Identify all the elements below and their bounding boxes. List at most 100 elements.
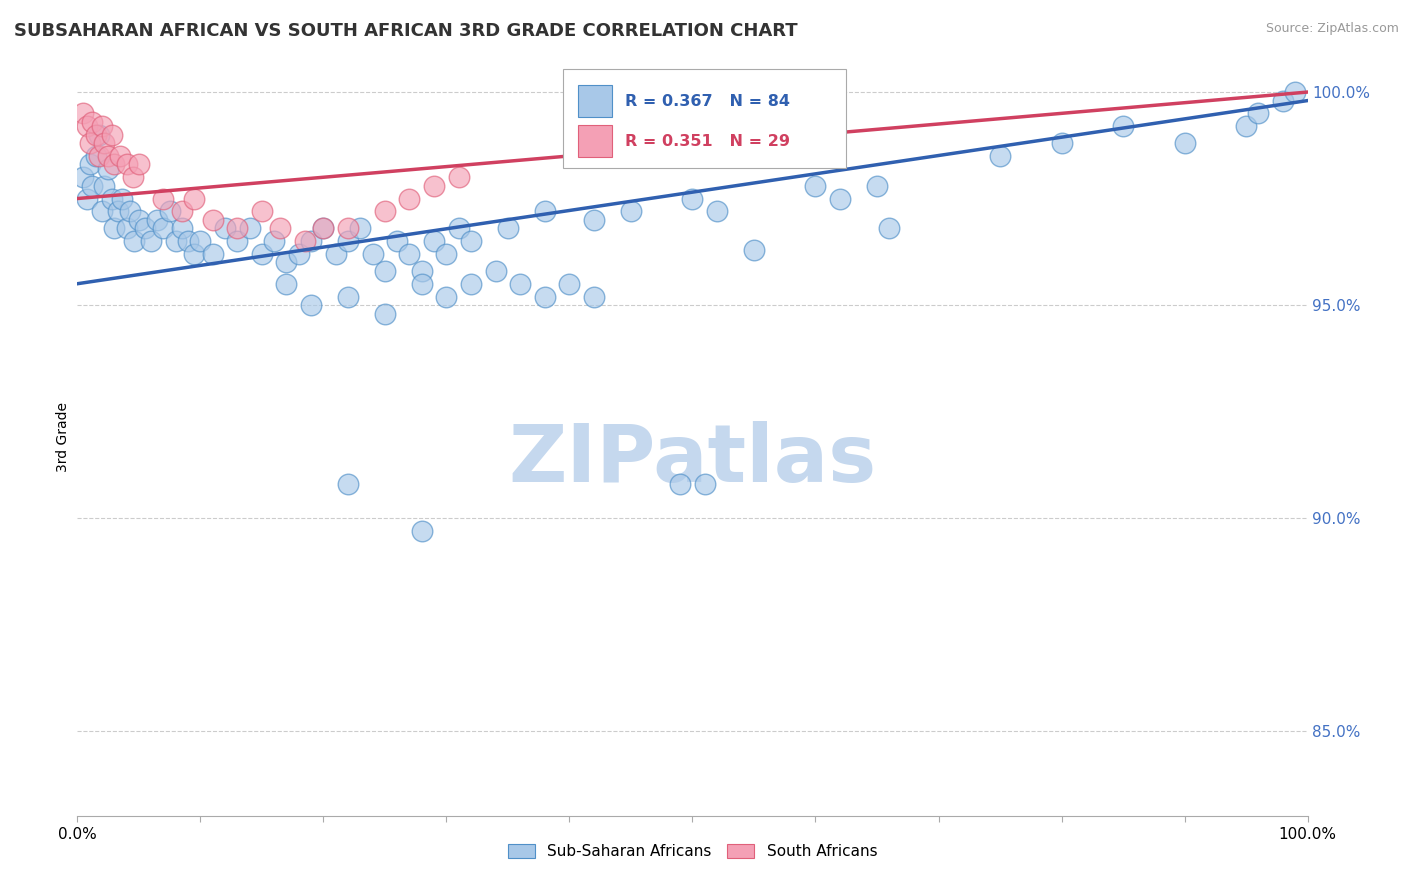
Point: [534, 204, 557, 219]
Point: [299, 234, 322, 248]
Point: [82, 115, 104, 129]
Point: [312, 221, 335, 235]
Point: [152, 221, 174, 235]
Text: R = 0.367   N = 84: R = 0.367 N = 84: [624, 94, 790, 109]
Point: [115, 157, 138, 171]
Point: [93, 136, 115, 151]
Text: Source: ZipAtlas.com: Source: ZipAtlas.com: [1265, 22, 1399, 36]
Point: [269, 221, 291, 235]
Point: [447, 170, 470, 185]
Y-axis label: 3rd Grade: 3rd Grade: [56, 402, 70, 472]
Point: [398, 192, 420, 206]
Point: [250, 247, 273, 261]
Point: [76, 192, 98, 206]
Point: [583, 212, 606, 227]
Point: [183, 192, 205, 206]
Point: [325, 247, 347, 261]
Point: [79, 157, 101, 171]
Point: [337, 234, 360, 248]
Point: [250, 204, 273, 219]
Point: [436, 247, 458, 261]
Point: [693, 477, 716, 491]
Point: [97, 149, 120, 163]
Point: [288, 247, 311, 261]
Point: [583, 289, 606, 303]
Point: [398, 247, 420, 261]
Point: [89, 128, 111, 142]
Point: [170, 221, 193, 235]
Point: [101, 128, 124, 142]
Point: [134, 221, 156, 235]
Point: [128, 157, 150, 171]
Point: [411, 277, 433, 291]
Legend: Sub-Saharan Africans, South Africans: Sub-Saharan Africans, South Africans: [502, 838, 883, 865]
Point: [706, 204, 728, 219]
Point: [146, 212, 169, 227]
Point: [115, 221, 138, 235]
Point: [669, 477, 692, 491]
Point: [620, 204, 643, 219]
Point: [496, 221, 519, 235]
Point: [188, 234, 212, 248]
Point: [385, 234, 409, 248]
Point: [201, 212, 224, 227]
Point: [460, 277, 482, 291]
Point: [682, 192, 704, 206]
Point: [226, 221, 249, 235]
Point: [1234, 119, 1257, 133]
Point: [103, 157, 125, 171]
Point: [411, 264, 433, 278]
Point: [534, 289, 557, 303]
Point: [111, 192, 132, 206]
Point: [89, 149, 111, 163]
Point: [312, 221, 335, 235]
Point: [558, 277, 581, 291]
Point: [460, 234, 482, 248]
Point: [337, 221, 360, 235]
Point: [110, 149, 132, 163]
Point: [263, 234, 285, 248]
Point: [97, 161, 120, 176]
Point: [201, 247, 224, 261]
Point: [76, 119, 98, 133]
Point: [1284, 85, 1306, 99]
Point: [239, 221, 262, 235]
Point: [93, 178, 115, 193]
Point: [485, 264, 508, 278]
Point: [170, 204, 193, 219]
Point: [294, 234, 316, 248]
Point: [1247, 106, 1270, 120]
Point: [103, 221, 125, 235]
Point: [830, 192, 852, 206]
Point: [72, 170, 94, 185]
Point: [84, 149, 107, 163]
Point: [423, 178, 446, 193]
Text: SUBSAHARAN AFRICAN VS SOUTH AFRICAN 3RD GRADE CORRELATION CHART: SUBSAHARAN AFRICAN VS SOUTH AFRICAN 3RD …: [14, 22, 797, 40]
Point: [90, 119, 114, 133]
Point: [159, 204, 181, 219]
Point: [79, 136, 101, 151]
Point: [411, 524, 433, 538]
Point: [120, 204, 142, 219]
Point: [374, 204, 396, 219]
FancyBboxPatch shape: [578, 86, 613, 117]
Point: [988, 149, 1011, 163]
Point: [121, 170, 143, 185]
Point: [72, 106, 94, 120]
Point: [214, 221, 236, 235]
Point: [374, 264, 396, 278]
FancyBboxPatch shape: [564, 70, 846, 168]
Point: [436, 289, 458, 303]
Point: [141, 234, 163, 248]
Point: [84, 128, 107, 142]
Point: [804, 178, 827, 193]
Point: [128, 212, 150, 227]
Point: [337, 289, 360, 303]
Point: [276, 277, 298, 291]
Point: [101, 192, 124, 206]
Point: [337, 477, 360, 491]
Point: [90, 204, 114, 219]
Point: [447, 221, 470, 235]
Point: [1272, 94, 1295, 108]
Point: [82, 178, 104, 193]
